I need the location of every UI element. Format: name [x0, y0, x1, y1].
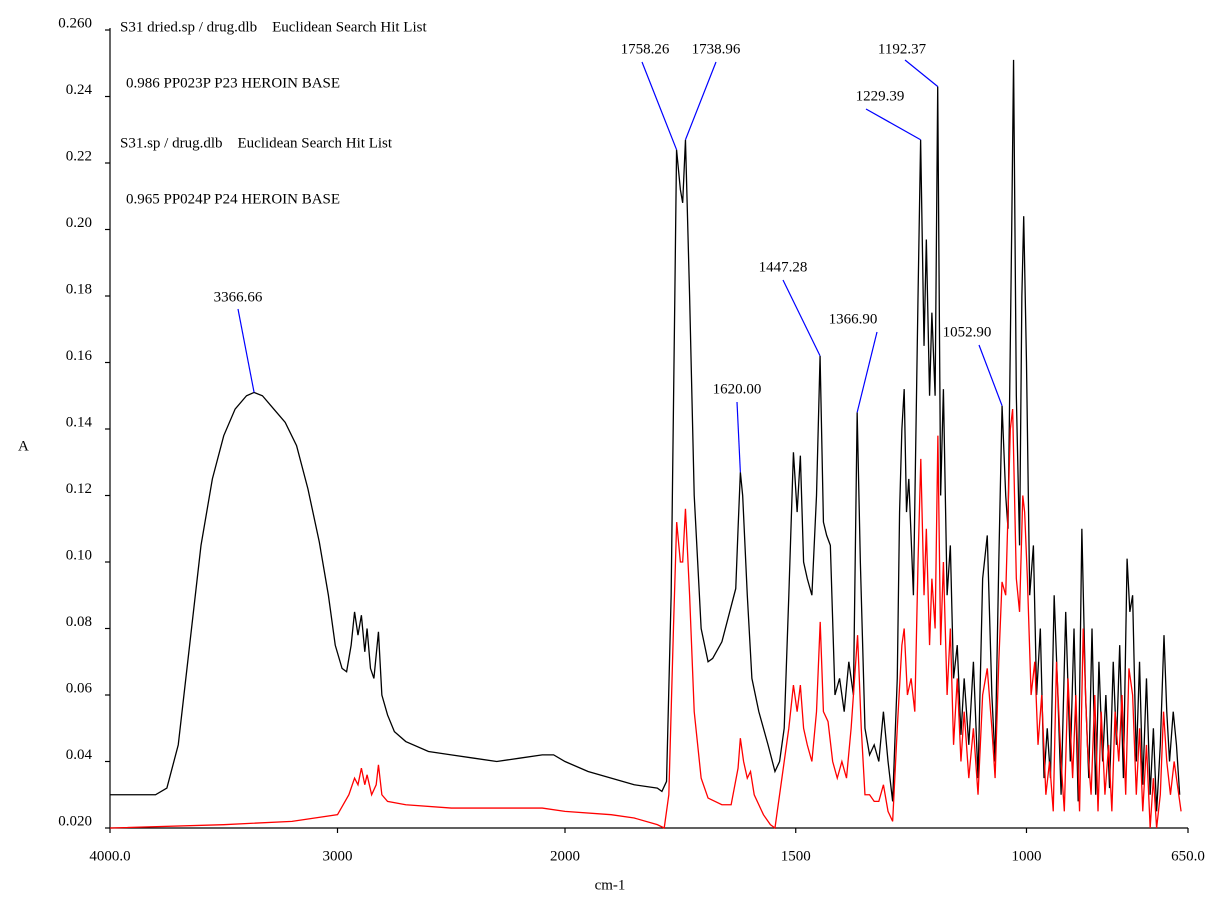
x-tick-label: 3000: [323, 848, 353, 864]
peak-label: 1758.26: [621, 41, 670, 57]
peak-marker: [865, 108, 921, 141]
peak-label: 1738.96: [692, 41, 741, 57]
legend-entry: S31.sp / drug.dlb Euclidean Search Hit L…: [120, 135, 393, 151]
y-tick-label: 0.10: [66, 547, 92, 563]
y-tick-label: 0.06: [66, 680, 93, 696]
y-tick-label: 0.22: [66, 148, 92, 164]
peak-label: 1366.90: [829, 311, 878, 327]
x-tick-label: 2000: [550, 848, 580, 864]
peak-marker: [736, 401, 741, 473]
y-tick-label: 0.020: [58, 813, 92, 829]
peak-marker: [904, 59, 939, 87]
x-axis-label: cm-1: [595, 877, 626, 893]
spectrum-line: [110, 59, 1181, 812]
x-tick-label: 650.0: [1171, 848, 1205, 864]
y-tick-label: 0.14: [66, 414, 93, 430]
y-tick-label: 0.16: [66, 348, 93, 364]
y-tick-label: 0.260: [58, 15, 92, 31]
legend-entry: S31 dried.sp / drug.dlb Euclidean Search…: [120, 19, 427, 35]
y-tick-label: 0.20: [66, 215, 92, 231]
peak-marker: [782, 279, 821, 357]
x-tick-label: 1500: [781, 848, 811, 864]
peak-label: 1620.00: [713, 381, 762, 397]
y-tick-label: 0.12: [66, 481, 92, 497]
x-tick-label: 4000.0: [89, 848, 130, 864]
y-tick-label: 0.18: [66, 281, 92, 297]
spectrum-line: [109, 408, 1182, 830]
peak-label: 3366.66: [214, 289, 263, 305]
peak-label: 1192.37: [878, 41, 927, 57]
peak-label: 1229.39: [856, 88, 905, 104]
y-tick-label: 0.08: [66, 614, 92, 630]
legend-hit: 0.965 PP024P P24 HEROIN BASE: [126, 191, 340, 207]
peak-marker: [641, 61, 678, 150]
y-axis-label: A: [18, 438, 29, 454]
legend-hit: 0.986 PP023P P23 HEROIN BASE: [126, 75, 340, 91]
peak-label: 1052.90: [943, 324, 992, 340]
peak-marker: [978, 344, 1003, 406]
y-tick-label: 0.04: [66, 747, 93, 763]
peak-marker: [684, 61, 717, 140]
y-tick-label: 0.24: [66, 82, 93, 98]
peak-label: 1447.28: [759, 259, 808, 275]
x-tick-label: 1000: [1011, 848, 1041, 864]
peak-marker: [237, 308, 255, 393]
peak-marker: [856, 331, 878, 413]
